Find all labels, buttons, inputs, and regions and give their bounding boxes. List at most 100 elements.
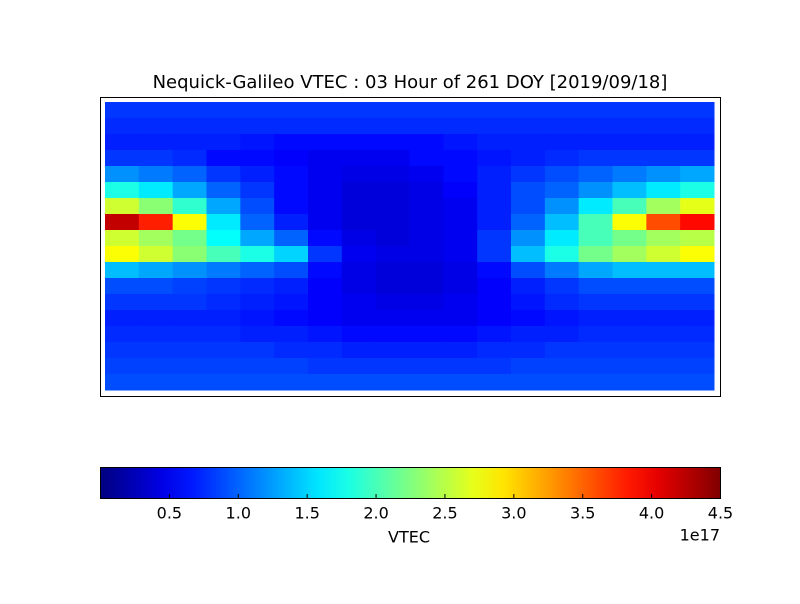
heatmap-cell: [511, 214, 546, 231]
heatmap-cell: [477, 294, 512, 311]
heatmap-cell: [172, 262, 207, 279]
heatmap-cell: [511, 294, 546, 311]
heatmap-cell: [477, 374, 512, 391]
colorbar-tick-label: 2.5: [432, 504, 457, 523]
heatmap-cell: [646, 342, 681, 359]
heatmap-cell: [308, 262, 343, 279]
heatmap-cell: [578, 214, 613, 231]
heatmap-cell: [612, 118, 647, 135]
heatmap-cell: [544, 102, 580, 119]
heatmap-cell: [172, 214, 207, 231]
heatmap-cell: [274, 342, 309, 359]
heatmap-cell: [646, 326, 681, 343]
heatmap-cell: [172, 246, 207, 263]
heatmap-cell: [206, 246, 241, 263]
heatmap-cell: [680, 230, 715, 247]
colorbar-offset: 1e17: [680, 526, 720, 545]
heatmap-cell: [172, 166, 207, 183]
heatmap-cell: [240, 182, 275, 199]
heatmap-cell: [138, 134, 174, 151]
heatmap-cell: [206, 166, 241, 183]
heatmap-cell: [511, 326, 546, 343]
heatmap-cell: [308, 134, 343, 151]
heatmap-cell: [105, 358, 140, 375]
heatmap-cell: [578, 230, 613, 247]
heatmap-cell: [206, 358, 241, 375]
heatmap-cell: [240, 214, 275, 231]
heatmap-cell: [680, 214, 715, 231]
heatmap-cell: [443, 150, 478, 167]
heatmap-cell: [544, 374, 580, 391]
heatmap-cell: [375, 262, 410, 279]
colorbar-tick-label: 0.5: [157, 504, 182, 523]
heatmap-cell: [443, 358, 478, 375]
heatmap-cell: [612, 326, 647, 343]
heatmap-cell: [206, 262, 241, 279]
heatmap-cell: [511, 310, 546, 327]
heatmap-cell: [172, 342, 207, 359]
heatmap-cell: [646, 150, 681, 167]
heatmap-cell: [409, 134, 444, 151]
heatmap-cell: [443, 102, 478, 119]
heatmap-cell: [511, 102, 546, 119]
heatmap-cell: [612, 134, 647, 151]
heatmap-cell: [578, 198, 613, 215]
heatmap-cell: [477, 230, 512, 247]
heatmap-cell: [274, 310, 309, 327]
colorbar-tick-label: 2.0: [363, 504, 388, 523]
heatmap-cell: [375, 102, 410, 119]
heatmap-cell: [646, 134, 681, 151]
heatmap-cell: [138, 278, 174, 295]
heatmap-cell: [544, 278, 580, 295]
heatmap-cell: [308, 102, 343, 119]
heatmap-cell: [206, 134, 241, 151]
heatmap-cell: [443, 326, 478, 343]
heatmap-cell: [511, 134, 546, 151]
heatmap-cell: [443, 198, 478, 215]
heatmap-cell: [274, 230, 309, 247]
heatmap-cell: [477, 358, 512, 375]
heatmap-cell: [308, 358, 343, 375]
heatmap-cell: [612, 166, 647, 183]
heatmap-cell: [680, 118, 715, 135]
heatmap-cell: [105, 374, 140, 391]
heatmap-cell: [172, 294, 207, 311]
heatmap-cell: [138, 230, 174, 247]
heatmap-cell: [477, 214, 512, 231]
heatmap-cell: [105, 278, 140, 295]
heatmap-cell: [341, 166, 377, 183]
heatmap-cell: [477, 134, 512, 151]
colorbar-tick-label: 3.5: [570, 504, 595, 523]
heatmap-cell: [138, 358, 174, 375]
heatmap-cell: [443, 262, 478, 279]
heatmap-cell: [409, 342, 444, 359]
heatmap-cell: [206, 214, 241, 231]
heatmap-cell: [443, 182, 478, 199]
heatmap-cell: [443, 230, 478, 247]
heatmap-cell: [308, 150, 343, 167]
heatmap-cell: [646, 118, 681, 135]
heatmap-cell: [443, 246, 478, 263]
heatmap-cell: [240, 294, 275, 311]
heatmap-cell: [544, 326, 580, 343]
heatmap-cell: [443, 118, 478, 135]
heatmap-cell: [511, 342, 546, 359]
heatmap-cell: [646, 214, 681, 231]
heatmap-cell: [578, 326, 613, 343]
heatmap-cell: [612, 150, 647, 167]
heatmap-cell: [578, 374, 613, 391]
heatmap-cell: [680, 150, 715, 167]
heatmap-cell: [477, 198, 512, 215]
heatmap-cell: [477, 118, 512, 135]
heatmap-cell: [240, 230, 275, 247]
heatmap-cell: [341, 230, 377, 247]
heatmap-cell: [578, 102, 613, 119]
heatmap-cell: [375, 294, 410, 311]
heatmap-cell: [105, 198, 140, 215]
heatmap-cell: [409, 166, 444, 183]
heatmap-cell: [138, 246, 174, 263]
heatmap-cell: [544, 246, 580, 263]
heatmap-cell: [105, 294, 140, 311]
heatmap-cell: [206, 118, 241, 135]
heatmap-cell: [544, 214, 580, 231]
